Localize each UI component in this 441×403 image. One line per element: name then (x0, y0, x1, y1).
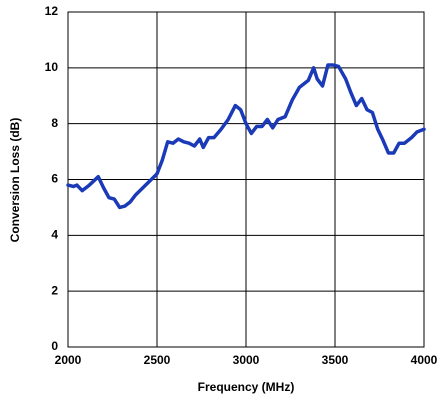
x-tick-label: 4000 (411, 353, 438, 367)
y-tick-label: 2 (51, 283, 58, 297)
y-tick-label: 10 (45, 60, 59, 74)
x-tick-label: 2500 (144, 353, 171, 367)
x-tick-label: 3500 (322, 353, 349, 367)
y-axis-label: Conversion Loss (dB) (8, 118, 22, 243)
y-tick-label: 0 (51, 339, 58, 353)
plot-frame (67, 11, 425, 348)
x-tick-label: 3000 (233, 353, 260, 367)
y-tick-label: 8 (51, 116, 58, 130)
data-line (66, 63, 426, 210)
x-tick-label: 2000 (55, 353, 82, 367)
y-tick-label: 12 (45, 4, 59, 18)
x-axis-label: Frequency (MHz) (198, 380, 295, 394)
y-tick-label: 4 (51, 228, 58, 242)
y-tick-label: 6 (51, 172, 58, 186)
